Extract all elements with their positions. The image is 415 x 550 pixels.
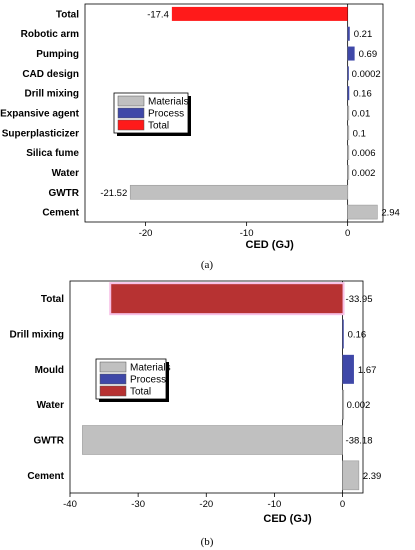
- value-label: 0.002: [347, 400, 371, 411]
- category-label: Superplasticizer: [2, 128, 79, 139]
- value-label: -17.4: [147, 9, 169, 20]
- bar-2-5: [342, 460, 360, 491]
- bar-1-4: [347, 86, 350, 101]
- bar-1-2: [347, 46, 355, 61]
- bar-2-0: [111, 284, 343, 314]
- x-tick-label: -20: [139, 228, 153, 239]
- value-label: 0.002: [352, 168, 376, 179]
- value-label: -38.18: [346, 436, 373, 447]
- value-label: 0.01: [352, 109, 371, 120]
- value-label: 1.67: [358, 365, 377, 376]
- legend-swatch: [117, 119, 145, 131]
- caption: (a): [201, 259, 214, 271]
- bar-2-2: [342, 354, 354, 384]
- category-label: Robotic arm: [21, 29, 79, 40]
- legend-label: Process: [130, 375, 166, 386]
- plot-frame-1: [84, 3, 384, 223]
- value-label: -21.52: [100, 188, 127, 199]
- x-axis-title: CED (GJ): [246, 239, 295, 251]
- legend-label: Process: [148, 109, 184, 120]
- category-label: Cement: [42, 208, 79, 219]
- bar-1-1: [347, 26, 350, 41]
- bar-1-9: [129, 184, 348, 200]
- bar-2-1: [342, 319, 344, 349]
- bar-1-5: [347, 105, 350, 121]
- value-label: 0.69: [359, 49, 378, 60]
- category-label: Water: [52, 168, 80, 179]
- legend-label: Total: [130, 387, 151, 398]
- x-tick-label: -30: [131, 499, 145, 510]
- bar-2-3: [342, 389, 345, 420]
- category-label: Total: [41, 294, 64, 305]
- legend-label: Materials: [130, 363, 171, 374]
- category-label: Silica fume: [26, 148, 79, 159]
- value-label: -33.95: [346, 294, 373, 305]
- x-tick-label: -20: [199, 499, 213, 510]
- x-tick-label: 0: [340, 499, 345, 510]
- category-label: Expansive agent: [0, 109, 80, 120]
- x-tick-label: -40: [63, 499, 77, 510]
- bar-1-10: [347, 204, 378, 220]
- value-label: 0.16: [353, 89, 372, 100]
- legend-swatch: [99, 361, 127, 373]
- legend-swatch: [99, 373, 127, 385]
- value-label: 0.16: [348, 330, 367, 341]
- bar-1-7: [347, 145, 350, 160]
- value-label: 0.0002: [352, 69, 381, 80]
- category-label: CAD design: [22, 69, 79, 80]
- x-tick-label: -10: [240, 228, 254, 239]
- bar-1-3: [347, 66, 349, 81]
- value-label: 0.006: [352, 148, 376, 159]
- legend-swatch: [99, 385, 127, 397]
- legend-swatch: [117, 95, 145, 107]
- value-label: 2.94: [381, 208, 400, 219]
- x-tick-label: 0: [345, 228, 350, 239]
- bar-1-8: [347, 165, 350, 180]
- category-label: Drill mixing: [25, 89, 79, 100]
- bar-2-4: [82, 425, 343, 455]
- category-label: Drill mixing: [10, 330, 64, 341]
- legend-swatch: [117, 107, 145, 119]
- legend-label: Materials: [148, 97, 189, 108]
- category-label: GWTR: [33, 436, 64, 447]
- value-label: 2.39: [363, 471, 382, 482]
- value-label: 0.1: [353, 128, 366, 139]
- category-label: Mould: [35, 365, 64, 376]
- value-label: 0.21: [354, 29, 373, 40]
- category-label: Total: [56, 9, 79, 20]
- x-axis-title: CED (GJ): [263, 513, 312, 525]
- bar-1-0: [171, 6, 348, 21]
- bar-1-6: [347, 125, 350, 141]
- category-label: Pumping: [36, 49, 79, 60]
- caption: (b): [201, 536, 214, 548]
- category-label: Cement: [27, 471, 64, 482]
- legend-label: Total: [148, 121, 169, 132]
- category-label: GWTR: [48, 188, 79, 199]
- x-tick-label: -10: [268, 499, 282, 510]
- plot-frame-2: [69, 280, 364, 494]
- category-label: Water: [37, 400, 65, 411]
